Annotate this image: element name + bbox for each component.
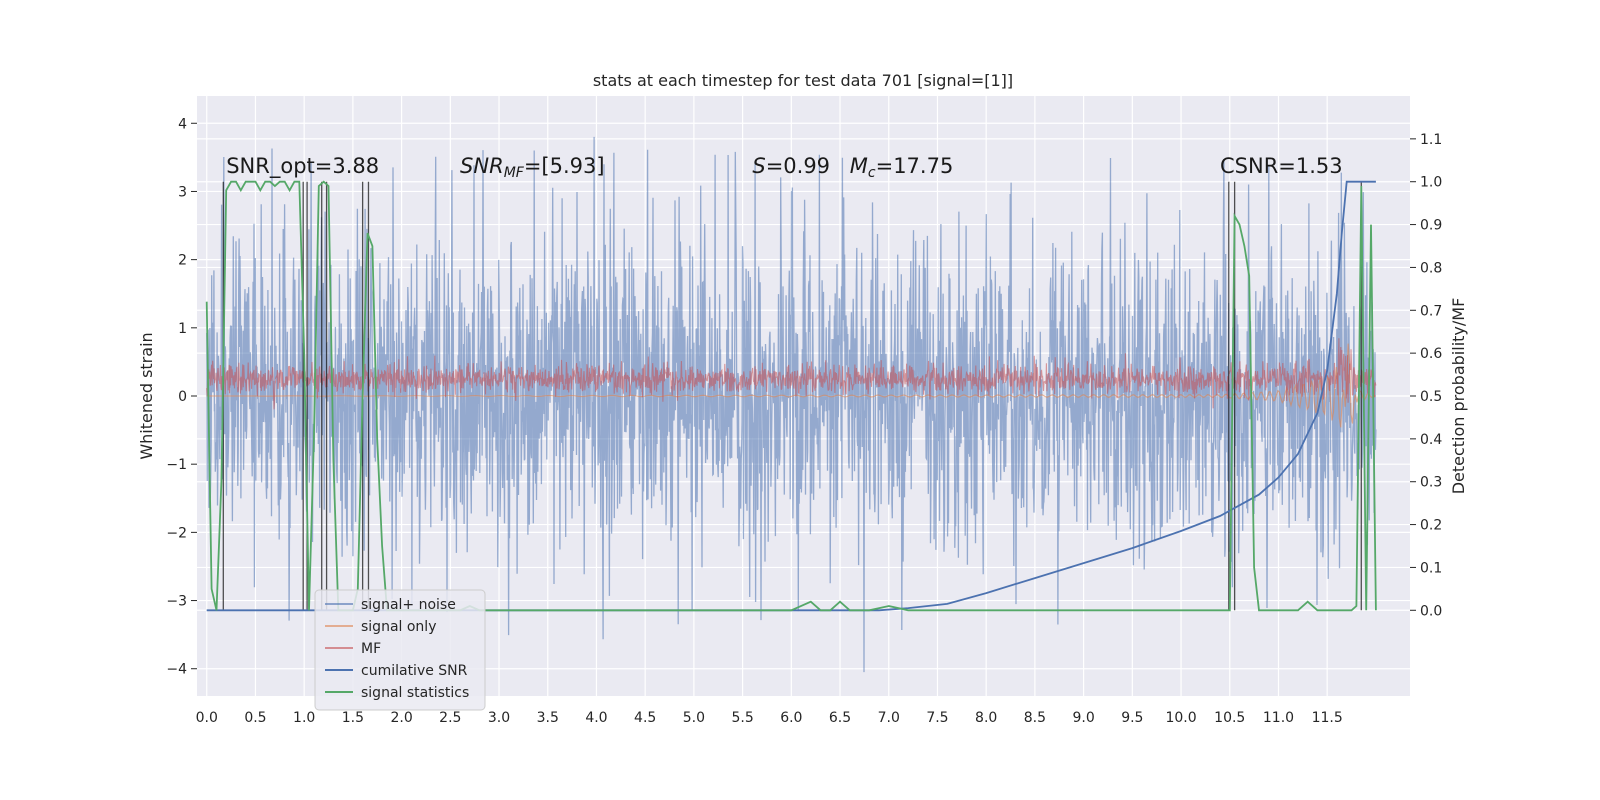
- annotation-text: SNR_opt=3.88: [226, 154, 379, 179]
- y2-tick-label: 1.1: [1420, 132, 1442, 148]
- x-tick-label: 4.0: [585, 710, 607, 726]
- x-tick-label: 11.0: [1263, 710, 1294, 726]
- y-tick-label: 1: [178, 321, 187, 337]
- x-tick-label: 9.0: [1072, 710, 1094, 726]
- y2-tick-labels: 0.0 0.1 0.2 0.3 0.4 0.5 0.6 0.7 0.8 0.9 1.0 1.1: [1410, 132, 1442, 619]
- annotation-text: S=0.99: [752, 154, 830, 178]
- annotation-text: SNRMF=[5.93]: [460, 154, 605, 181]
- x-tick-label: 1.5: [342, 710, 364, 726]
- chart-title: stats at each timestep for test data 701…: [593, 71, 1013, 90]
- y-tick-label: −2: [166, 525, 187, 541]
- y-tick-label: 4: [178, 116, 187, 132]
- legend: signal+ noise signal only MF cumilative SNR…: [314, 589, 486, 711]
- y-tick-label: −4: [166, 662, 187, 678]
- y-axis-label: Whitened strain: [137, 332, 156, 459]
- y2-tick-label: 0.5: [1420, 389, 1442, 405]
- x-tick-label: 6.0: [780, 710, 802, 726]
- y2-tick-label: 0.3: [1420, 475, 1442, 491]
- x-tick-label: 10.5: [1214, 710, 1245, 726]
- annotation-text: CSNR=1.53: [1220, 154, 1343, 178]
- x-tick-label: 0.0: [196, 710, 218, 726]
- annotations: SNR_opt=3.88 SNRMF=[5.93] S=0.99 Mc=17.75 CS…: [226, 154, 1342, 181]
- series-mf-line: [206, 338, 1377, 410]
- x-tick-label: 2.5: [439, 710, 461, 726]
- y2-tick-label: 0.4: [1420, 432, 1442, 448]
- x-tick-label: 7.5: [926, 710, 948, 726]
- y-tick-label: 3: [178, 184, 187, 200]
- legend-label: cumilative SNR: [361, 663, 468, 679]
- x-tick-label: 8.0: [975, 710, 997, 726]
- x-tick-label: 3.5: [537, 710, 559, 726]
- series-signal-only-line: [206, 343, 1376, 428]
- y-tick-label: −1: [166, 457, 187, 473]
- legend-label: signal only: [361, 619, 436, 635]
- x-tick-label: 0.5: [244, 710, 266, 726]
- x-tick-label: 6.5: [829, 710, 851, 726]
- y-tick-label: 2: [178, 253, 187, 269]
- x-tick-label: 1.0: [293, 710, 315, 726]
- legend-label: signal+ noise: [361, 597, 456, 613]
- x-tick-label: 5.0: [683, 710, 705, 726]
- x-tick-label: 11.5: [1312, 710, 1343, 726]
- series-cumilative-snr-line: [206, 180, 1376, 612]
- x-tick-label: 4.5: [634, 710, 656, 726]
- y2-tick-label: 0.0: [1420, 603, 1442, 619]
- y2-tick-label: 0.9: [1420, 218, 1442, 234]
- legend-box: [314, 589, 486, 711]
- y2-tick-label: 0.1: [1420, 560, 1442, 576]
- y-tick-labels: −4 −3 −2 −1 0 1 2 3 4: [166, 116, 197, 678]
- x-tick-label: 8.5: [1024, 710, 1046, 726]
- y-tick-label: 0: [178, 389, 187, 405]
- y2-tick-label: 1.0: [1420, 175, 1442, 191]
- series-layer: [205, 136, 1377, 673]
- x-tick-label: 2.0: [390, 710, 412, 726]
- y2-axis-label: Detection probability/MF: [1449, 298, 1468, 495]
- y2-tick-label: 0.7: [1420, 303, 1442, 319]
- x-tick-label: 5.5: [731, 710, 753, 726]
- x-tick-label: 9.5: [1121, 710, 1143, 726]
- y2-tick-label: 0.2: [1420, 518, 1442, 534]
- annotation-text: Mc=17.75: [850, 154, 954, 181]
- x-tick-label: 7.0: [878, 710, 900, 726]
- x-tick-label: 10.0: [1165, 710, 1196, 726]
- x-tick-labels: 0.0 0.5 1.0 1.5 2.0 2.5 3.0 3.5 4.0 4.5 5.0 5.5 6.0 6…: [196, 710, 1343, 726]
- y2-tick-label: 0.6: [1420, 346, 1442, 362]
- legend-label: signal statistics: [361, 685, 469, 701]
- y2-tick-label: 0.8: [1420, 260, 1442, 276]
- legend-label: MF: [361, 641, 381, 657]
- y-tick-label: −3: [166, 594, 187, 610]
- x-tick-label: 3.0: [488, 710, 510, 726]
